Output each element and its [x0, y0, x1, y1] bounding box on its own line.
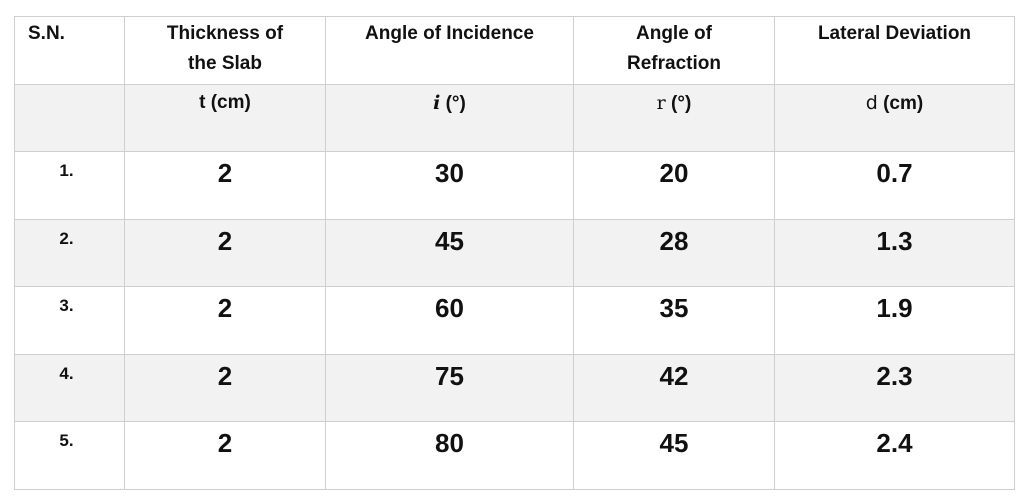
cell-value: 2	[217, 293, 233, 323]
data-table: S.N. Thickness of the Slab Angle of Inciden…	[14, 16, 1015, 490]
data-cell: 2	[124, 353, 326, 422]
cell-value: 2	[217, 360, 233, 391]
data-cell: 80	[325, 421, 574, 490]
cell-value: 42	[659, 360, 689, 391]
data-cell: 4.	[14, 353, 125, 422]
unit-text: (cm)	[210, 91, 251, 113]
cell-value: 60	[435, 293, 464, 323]
data-cell: 0.7	[774, 151, 1015, 220]
data-cell: 75	[325, 353, 574, 422]
row-number: 2.	[59, 228, 74, 248]
data-cell: 42	[573, 353, 775, 422]
unit-symbol: d	[865, 91, 878, 114]
units-cell: i (°)	[325, 83, 574, 152]
data-cell: 2	[124, 218, 326, 287]
cell-value: 28	[659, 225, 689, 256]
cell-value: 75	[435, 360, 464, 391]
data-row: 4. 2 75 42 2.3	[14, 353, 1015, 422]
data-cell: 2.4	[774, 421, 1015, 490]
unit-text: (°)	[671, 92, 692, 114]
header-row: S.N. Thickness of the Slab Angle of Inciden…	[14, 16, 1015, 85]
cell-value: 35	[659, 293, 689, 323]
unit-text: (°)	[445, 92, 466, 114]
data-row: 2. 2 45 28 1.3	[14, 218, 1015, 287]
units-cell: r (°)	[573, 83, 775, 152]
unit-symbol: r	[656, 91, 666, 114]
unit-symbol: i	[433, 91, 441, 114]
data-row: 1. 2 30 20 0.7	[14, 151, 1015, 220]
data-cell: 60	[325, 286, 574, 355]
row-number: 5.	[59, 431, 74, 450]
cell-value: 2.3	[876, 360, 913, 391]
data-cell: 20	[573, 151, 775, 220]
data-cell: 45	[573, 421, 775, 490]
header-text: Thickness of	[166, 23, 284, 44]
header-cell: Lateral Deviation	[774, 16, 1015, 85]
cell-value: 1.9	[876, 293, 913, 323]
header-cell: Angle of Refraction	[573, 16, 775, 85]
data-cell: 2	[124, 286, 326, 355]
units-cell	[14, 83, 125, 152]
header-text: Angle of	[636, 23, 712, 44]
data-cell: 2	[124, 151, 326, 220]
data-row: 5. 2 80 45 2.4	[14, 421, 1015, 490]
cell-value: 2	[217, 428, 233, 458]
row-number: 1.	[59, 161, 74, 180]
header-cell: Angle of Incidence	[325, 16, 574, 85]
row-number: 3.	[59, 296, 74, 315]
header-cell: Thickness of the Slab	[124, 16, 326, 85]
header-text: the Slab	[188, 53, 262, 74]
cell-value: 80	[435, 428, 464, 458]
table-body: S.N. Thickness of the Slab Angle of Inciden…	[14, 16, 1015, 490]
data-cell: 30	[325, 151, 574, 220]
units-row: t (cm) i (°) r (°) d (cm)	[14, 83, 1015, 152]
row-number: 4.	[59, 363, 74, 383]
unit-text: (cm)	[883, 92, 924, 114]
header-text: Lateral Deviation	[817, 23, 972, 44]
header-text: S.N.	[28, 23, 65, 44]
cell-value: 2	[217, 158, 233, 188]
cell-value: 45	[659, 428, 689, 458]
data-cell: 1.9	[774, 286, 1015, 355]
cell-value: 30	[435, 158, 464, 188]
data-cell: 28	[573, 218, 775, 287]
header-cell: S.N.	[14, 16, 125, 85]
cell-value: 1.3	[876, 225, 913, 256]
header-text: Refraction	[627, 53, 721, 74]
header-text: Angle of Incidence	[365, 23, 534, 44]
data-cell: 2.	[14, 218, 125, 287]
units-cell: t (cm)	[124, 83, 326, 152]
cell-value: 2.4	[876, 428, 913, 458]
data-cell: 45	[325, 218, 574, 287]
unit-symbol: t	[199, 91, 206, 113]
cell-value: 0.7	[876, 158, 913, 188]
data-cell: 5.	[14, 421, 125, 490]
data-cell: 2	[124, 421, 326, 490]
data-cell: 1.3	[774, 218, 1015, 287]
units-cell: d (cm)	[774, 83, 1015, 152]
cell-value: 20	[659, 158, 689, 188]
data-cell: 3.	[14, 286, 125, 355]
data-row: 3. 2 60 35 1.9	[14, 286, 1015, 355]
data-cell: 2.3	[774, 353, 1015, 422]
cell-value: 45	[435, 225, 464, 256]
cell-value: 2	[217, 225, 233, 256]
data-cell: 35	[573, 286, 775, 355]
data-cell: 1.	[14, 151, 125, 220]
